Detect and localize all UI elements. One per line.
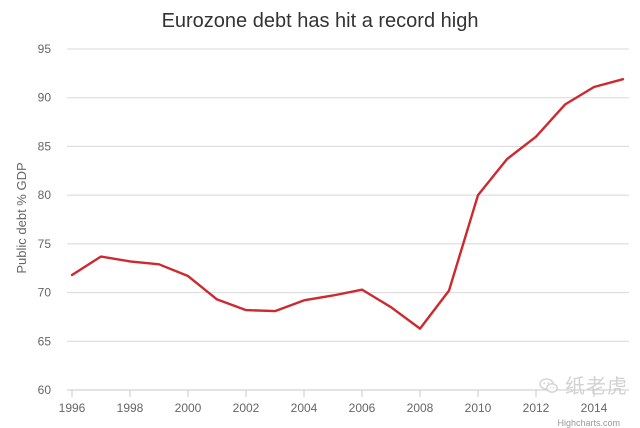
x-tick-label: 2012 <box>523 401 550 415</box>
y-tick-label: 65 <box>38 334 52 348</box>
x-tick-label: 2004 <box>291 401 318 415</box>
public-debt-series-line <box>70 78 625 330</box>
x-tick-label: 2014 <box>581 401 608 415</box>
watermark-text: 纸老虎 <box>565 374 628 398</box>
y-tick-label: 80 <box>38 188 52 202</box>
x-axis <box>67 389 629 397</box>
x-tick-label: 1998 <box>117 401 144 415</box>
x-axis-tick-labels: 1996 1998 2000 2002 2004 2006 2008 2010 2012 2014 <box>59 401 608 415</box>
y-axis-title: Public debt % GDP <box>14 162 29 273</box>
x-tick-label: 2008 <box>407 401 434 415</box>
y-tick-label: 90 <box>38 91 52 105</box>
y-tick-label: 75 <box>38 237 52 251</box>
watermark: 纸老虎 <box>538 375 628 397</box>
x-tick-label: 2000 <box>175 401 202 415</box>
y-tick-label: 70 <box>38 286 52 300</box>
credits-text: Highcharts.com <box>557 418 620 428</box>
x-tick-label: 2006 <box>349 401 376 415</box>
chart-title: Eurozone debt has hit a record high <box>162 10 479 32</box>
y-axis-tick-labels: 60 65 70 75 80 85 90 95 <box>38 42 52 397</box>
x-tick-label: 1996 <box>59 401 86 415</box>
y-tick-label: 60 <box>38 383 52 397</box>
x-tick-label: 2010 <box>465 401 492 415</box>
wechat-icon <box>538 375 560 397</box>
y-tick-label: 85 <box>38 139 52 153</box>
y-tick-label: 95 <box>38 42 52 56</box>
x-tick-label: 2002 <box>233 401 260 415</box>
